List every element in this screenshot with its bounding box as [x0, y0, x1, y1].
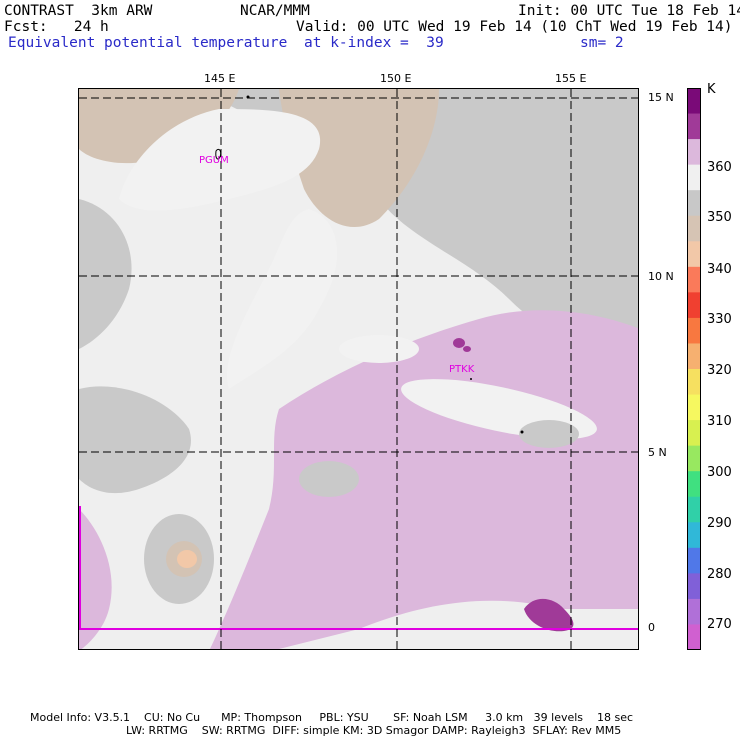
model-info-line2: LW: RRTMG SW: RRTMG DIFF: simple KM: 3D …: [126, 724, 622, 737]
colorbar-swatch: [687, 394, 701, 421]
colorbar-swatch: [687, 343, 701, 370]
lat-label-0: 0: [648, 621, 655, 634]
station-pgum: PGUM: [199, 155, 229, 166]
forecast-hour: Fcst: 24 h: [4, 19, 109, 35]
colorbar-label-320: 320: [707, 363, 732, 378]
model-info-line1: Model Info: V3.5.1 CU: No Cu MP: Thompso…: [30, 711, 634, 724]
colorbar-swatch: [687, 317, 701, 344]
colorbar-swatch: [687, 241, 701, 268]
colorbar-label-360: 360: [707, 160, 732, 175]
colorbar-swatch: [687, 496, 701, 523]
colorbar-swatch: [687, 573, 701, 600]
colorbar-label-340: 340: [707, 262, 732, 277]
purple-spot-ptkk: [453, 338, 465, 348]
model-title: CONTRAST 3km ARW: [4, 3, 153, 19]
colorbar-swatch: [687, 266, 701, 293]
island-north: [246, 95, 250, 99]
colorbar-swatch: [687, 624, 701, 650]
field-name: Equivalent potential temperature: [8, 35, 288, 51]
colorbar-swatch: [687, 598, 701, 625]
colorbar-border: [687, 88, 701, 650]
purple-spot-ptkk-2: [463, 346, 471, 352]
white-hole-center: [339, 335, 419, 363]
white-streak-center: [227, 209, 338, 389]
smoothing-label: sm= 2: [580, 35, 624, 51]
white-streak-nw: [119, 109, 321, 211]
colorbar-swatch: [687, 471, 701, 498]
colorbar-swatch: [687, 369, 701, 396]
lat-lon-grid: [79, 89, 638, 649]
colorbar: [687, 88, 701, 650]
lat-label-5n: 5 N: [648, 446, 667, 459]
level-label: at k-index = 39: [304, 35, 444, 51]
island-ptkk: [470, 378, 472, 380]
map-panel: PGUM PTKK: [78, 88, 639, 650]
tan-region-nw: [79, 89, 239, 164]
theta-e-field: PGUM PTKK: [79, 89, 638, 649]
colorbar-label-350: 350: [707, 210, 732, 225]
purple-region-south: [524, 598, 574, 632]
colorbar-swatch: [687, 215, 701, 242]
colorbar-swatch: [687, 547, 701, 574]
grey-patch-west: [79, 386, 191, 494]
warm-spot-sw: [177, 550, 197, 568]
valid-time: Valid: 00 UTC Wed 19 Feb 14 (10 ChT Wed …: [296, 19, 733, 35]
grey-patch-east: [519, 420, 579, 448]
grey-patch-center: [299, 461, 359, 497]
colorbar-label-330: 330: [707, 312, 732, 327]
colorbar-unit: K: [707, 82, 716, 97]
colorbar-swatch: [687, 190, 701, 217]
colorbar-label-310: 310: [707, 414, 732, 429]
center-label: NCAR/MMM: [240, 3, 310, 19]
init-time: Init: 00 UTC Tue 18 Feb 14: [518, 3, 740, 19]
pink-region-sw: [79, 509, 112, 649]
colorbar-swatch: [687, 420, 701, 447]
lon-label-145: 145 E: [204, 72, 236, 85]
colorbar-label-290: 290: [707, 516, 732, 531]
colorbar-swatch: [687, 522, 701, 549]
island-east: [520, 430, 524, 434]
guam-coastline: [215, 148, 222, 160]
colorbar-swatch: [687, 292, 701, 319]
colorbar-swatch: [687, 88, 701, 115]
colorbar-label-280: 280: [707, 567, 732, 582]
lat-label-10n: 10 N: [648, 270, 674, 283]
tan-ridge-center: [279, 89, 439, 228]
station-ptkk: PTKK: [449, 364, 475, 375]
lon-label-150: 150 E: [380, 72, 412, 85]
colorbar-swatch: [687, 445, 701, 472]
grey-band-west: [79, 199, 132, 349]
lat-label-15n: 15 N: [648, 91, 674, 104]
colorbar-swatch: [687, 113, 701, 140]
colorbar-swatch: [687, 164, 701, 191]
colorbar-label-270: 270: [707, 617, 732, 632]
colorbar-swatch: [687, 139, 701, 166]
lon-label-155: 155 E: [555, 72, 587, 85]
colorbar-label-300: 300: [707, 465, 732, 480]
